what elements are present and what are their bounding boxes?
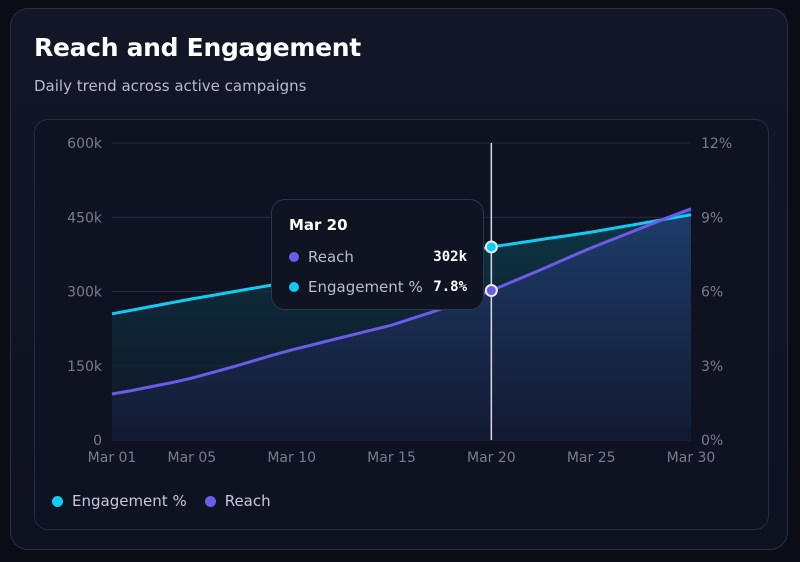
tooltip-row-reach: Reach 302k — [289, 247, 467, 267]
engagement-dot-icon — [289, 282, 299, 292]
reach-hover-point — [484, 284, 498, 298]
y-left-tick-label: 600k — [67, 136, 103, 152]
legend-label: Engagement % — [72, 492, 187, 510]
y-right-tick-label: 3% — [701, 359, 723, 375]
reach-area — [112, 208, 691, 440]
chart-subtitle: Daily trend across active campaigns — [34, 77, 307, 95]
legend-label: Reach — [224, 492, 271, 510]
reach-dot-icon — [289, 252, 299, 262]
tooltip-date: Mar 20 — [289, 216, 348, 234]
reach-line — [111, 207, 692, 396]
legend-item-engagement[interactable]: Engagement % — [52, 492, 187, 510]
y-left-tick-label: 300k — [67, 285, 103, 301]
x-tick-label: Mar 25 — [567, 450, 616, 466]
chart-tooltip: Mar 20 Reach 302k Engagement % 7.8% — [271, 199, 484, 310]
y-right-tick-label: 9% — [701, 210, 723, 226]
y-left-tick-label: 0 — [93, 433, 102, 449]
chart-title: Reach and Engagement — [34, 33, 361, 62]
y-right-tick-label: 6% — [701, 285, 723, 301]
engagement-hover-point — [484, 240, 498, 254]
tooltip-label: Engagement % — [308, 278, 423, 296]
tooltip-row-engagement: Engagement % 7.8% — [289, 277, 467, 297]
x-tick-label: Mar 15 — [367, 450, 416, 466]
engagement-swatch-icon — [52, 495, 63, 507]
reach-swatch-icon — [204, 495, 216, 507]
x-tick-label: Mar 30 — [667, 450, 716, 466]
legend-item-reach[interactable]: Reach — [204, 492, 271, 510]
x-tick-label: Mar 05 — [168, 450, 217, 466]
y-left-tick-label: 450k — [67, 210, 103, 226]
x-tick-label: Mar 01 — [88, 450, 137, 466]
y-right-tick-label: 12% — [701, 136, 732, 152]
y-left-tick-label: 150k — [67, 359, 103, 375]
tooltip-value: 7.8% — [433, 279, 467, 295]
y-right-tick-label: 0% — [701, 433, 723, 449]
x-tick-label: Mar 10 — [267, 450, 316, 466]
chart-legend: Engagement % Reach — [52, 492, 289, 510]
tooltip-value: 302k — [433, 249, 467, 265]
tooltip-label: Reach — [308, 248, 354, 266]
x-tick-label: Mar 20 — [467, 450, 516, 466]
